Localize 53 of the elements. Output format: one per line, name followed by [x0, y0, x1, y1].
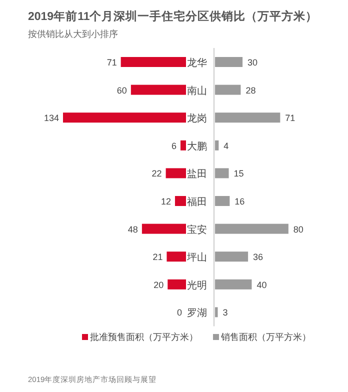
bar [142, 224, 186, 234]
bar [215, 252, 248, 262]
y-tick-label: 南山 [187, 84, 207, 97]
bar [215, 196, 230, 206]
bar [215, 168, 229, 178]
legend-label: 销售面积（万平方米） [220, 332, 311, 342]
bar [63, 112, 186, 123]
y-tick-label: 宝安 [187, 224, 207, 236]
data-label: 15 [234, 168, 244, 179]
data-label: 48 [128, 224, 138, 234]
bar [166, 252, 186, 262]
bar [174, 196, 186, 206]
data-label: 12 [160, 196, 171, 206]
data-label: 40 [256, 280, 267, 290]
data-label: 71 [285, 113, 296, 124]
bar [180, 140, 186, 150]
y-tick-label: 大鹏 [187, 140, 207, 152]
data-label: 30 [248, 58, 258, 68]
data-label: 4 [224, 140, 229, 151]
bar [120, 57, 186, 67]
legend-label: 批准预售面积（万平方米） [90, 332, 198, 342]
data-label: 0 [176, 308, 182, 318]
bar [215, 84, 241, 95]
bar [215, 307, 218, 318]
y-tick-label: 光明 [187, 279, 207, 292]
data-label: 60 [116, 85, 127, 96]
data-label: 6 [171, 140, 176, 151]
data-label: 16 [234, 196, 245, 206]
bar [215, 224, 288, 234]
y-tick-label: 坪山 [186, 252, 207, 264]
bar [130, 84, 186, 95]
bar [215, 140, 219, 150]
data-label: 22 [152, 168, 162, 179]
bar [215, 112, 280, 123]
y-tick-label: 龙华 [187, 57, 207, 69]
y-tick-label: 龙岗 [187, 112, 207, 125]
y-tick-label: 福田 [187, 196, 207, 208]
data-label: 21 [152, 252, 163, 262]
bar [168, 279, 186, 290]
bar [166, 168, 186, 178]
data-label: 80 [293, 224, 304, 234]
data-label: 71 [106, 58, 117, 68]
data-label: 3 [222, 308, 228, 318]
bar [215, 279, 252, 290]
y-tick-label: 盐田 [187, 168, 207, 180]
bar [215, 57, 243, 67]
y-tick-label: 罗湖 [187, 307, 207, 320]
data-label: 20 [154, 280, 164, 290]
chart-title: 2019年前11个月深圳一手住宅分区供销比（万平方米） [28, 9, 318, 23]
chart-subtitle: 按供销比从大到小排序 [28, 29, 118, 39]
data-label: 134 [44, 113, 59, 124]
data-label: 36 [253, 252, 264, 262]
data-label: 28 [246, 85, 256, 96]
